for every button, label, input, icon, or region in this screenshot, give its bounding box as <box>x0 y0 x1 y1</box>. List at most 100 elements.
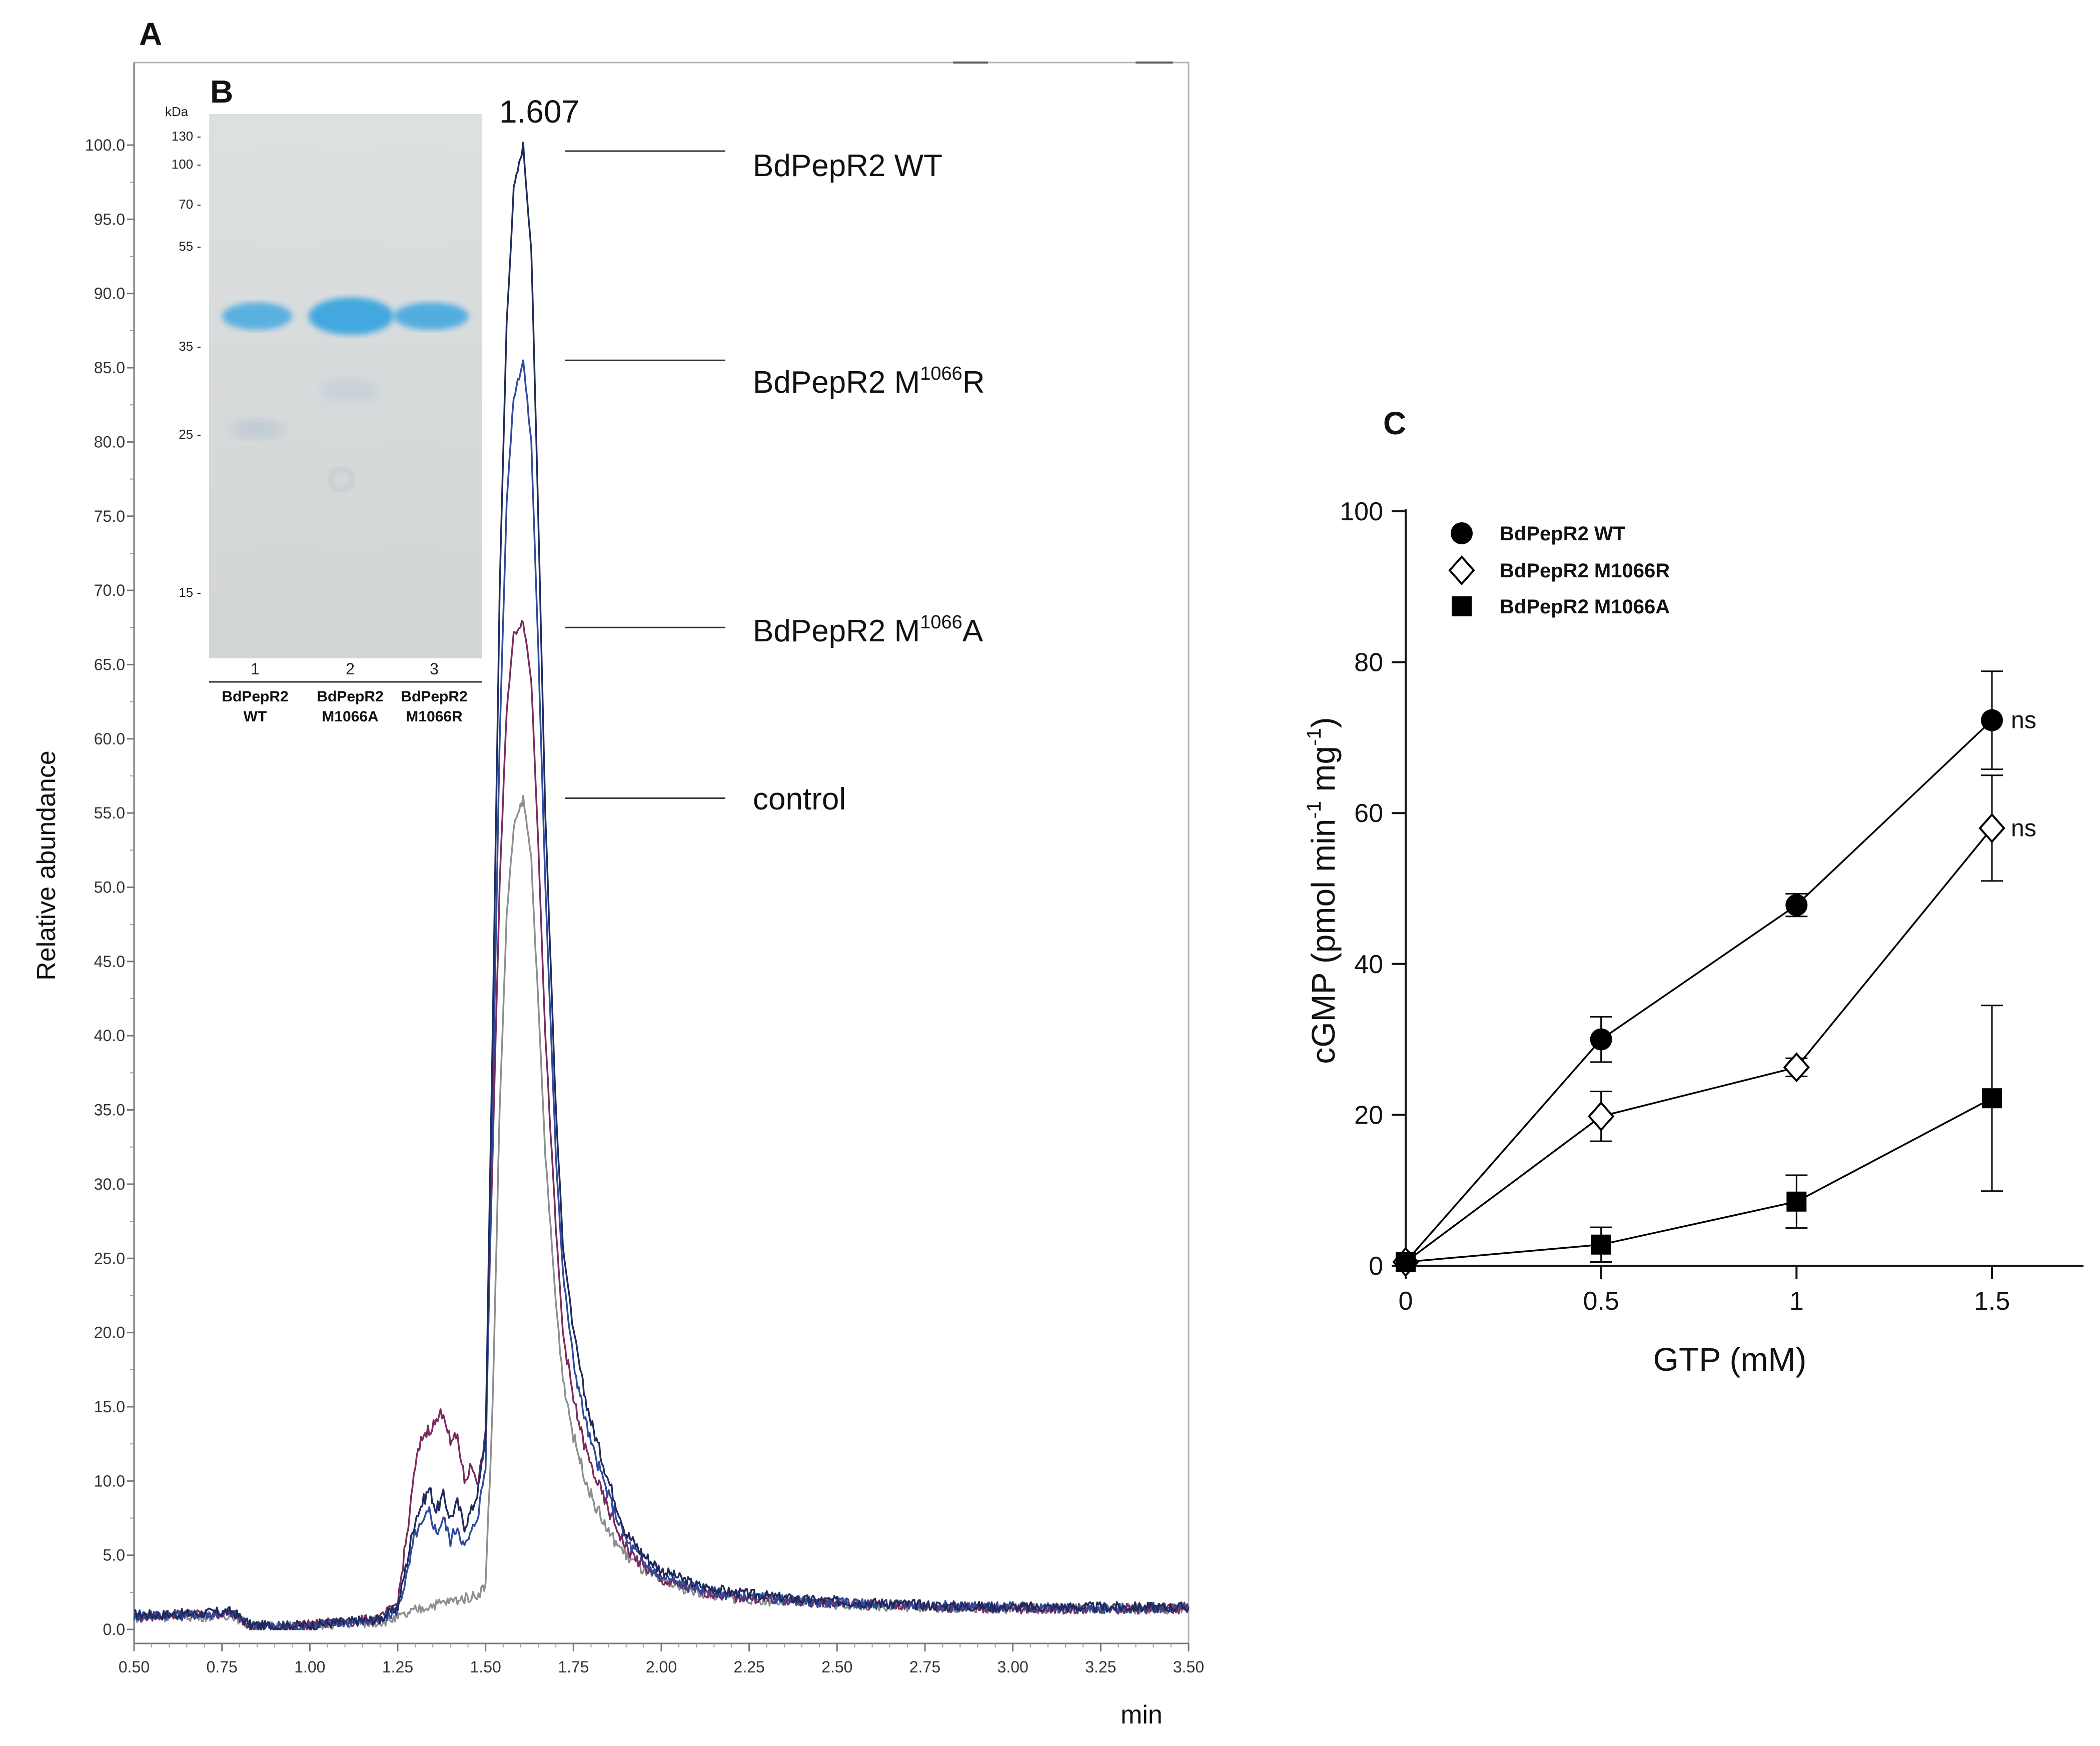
gel-lane-name-3: BdPepR2 <box>401 688 467 705</box>
gel-marker-100: 100 - <box>172 157 201 172</box>
y-tick-label: 25.0 <box>94 1249 125 1267</box>
c-point-bdpepr2-m1066a <box>1982 1088 2002 1109</box>
gel-band-lane-2 <box>309 297 394 335</box>
y-tick-label: 90.0 <box>94 285 125 303</box>
y-tick-label: 60.0 <box>94 730 125 748</box>
c-series-bdpepr2-m1066r: ns <box>1392 774 2036 1277</box>
c-point-bdpepr2-wt <box>1785 894 1808 917</box>
gel-marker-35: 35 - <box>179 339 201 354</box>
gel-lane-labels: 1 BdPepR2 WT 2 BdPepR2 M1066A 3 BdPepR2 M1066R <box>222 660 467 725</box>
c-point-bdpepr2-m1066a <box>1786 1191 1807 1212</box>
panel-c-y-title-sup1: -1 <box>1303 801 1325 819</box>
gel-marker-130: 130 - <box>172 129 201 144</box>
trace-label-m1066r: BdPepR2 M1066R <box>753 363 985 400</box>
gel-faint-band-lane-1 <box>230 419 285 439</box>
trace-bdpepr2-m1066a <box>133 620 1190 1630</box>
c-point-bdpepr2-m1066r <box>1587 1101 1615 1132</box>
trace-bdpepr2-wt <box>134 142 1190 1630</box>
y-tick-label: 65.0 <box>94 655 125 673</box>
panel-c-x-axis-title: GTP (mM) <box>1653 1341 1807 1378</box>
panel-c-y-title-end: ) <box>1305 717 1342 728</box>
panel-c-y-title-main: cGMP (pmol min <box>1305 818 1342 1064</box>
gel-lane-number-3: 3 <box>430 660 439 678</box>
y-tick-label: 55.0 <box>94 804 125 822</box>
legend-marker-bdpepr2-m1066a <box>1452 596 1472 616</box>
c-y-tick-label: 20 <box>1354 1101 1383 1130</box>
trace-label-wt: BdPepR2 WT <box>753 149 942 183</box>
gel-kda-label: kDa <box>165 104 189 119</box>
trace-label-control-text: control <box>753 782 846 816</box>
c-line-bdpepr2-wt <box>1405 719 1993 1263</box>
panel-a: A 0.0 5.0 10.0 15.0 20.0 25.0 30.0 35.0 40.0 45.0… <box>32 16 1204 1729</box>
c-y-tick-label: 0 <box>1369 1252 1383 1281</box>
panel-c-y-title-sup2: -1 <box>1303 728 1325 746</box>
trace-label-control: control <box>753 782 846 816</box>
gel-lane-number-2: 2 <box>346 660 355 678</box>
gel-lane-variant-1: WT <box>244 708 267 725</box>
panel-c-legend: BdPepR2 WT BdPepR2 M1066R BdPepR2 M1066A <box>1448 522 1670 618</box>
y-tick-label: 30.0 <box>94 1175 125 1193</box>
x-tick-label: 0.50 <box>119 1658 150 1676</box>
panel-a-x-axis: 0.50 0.75 1.00 1.25 1.50 1.75 2.00 2.25 2.50 2.75… <box>119 1642 1204 1676</box>
panel-a-x-axis-title: min <box>1121 1700 1163 1729</box>
panel-c-y-axis-title: cGMP (pmol min-1 mg-1) <box>1303 717 1342 1064</box>
gel-marker-15: 15 - <box>179 585 201 600</box>
gel-marker-70: 70 - <box>179 197 201 212</box>
x-tick-label: 3.25 <box>1085 1658 1116 1676</box>
gel-marker-55: 55 - <box>179 239 201 254</box>
c-point-bdpepr2-wt <box>1590 1028 1612 1051</box>
c-y-tick-label: 40 <box>1354 950 1383 979</box>
trace-control <box>134 794 1190 1630</box>
panel-a-y-axis: 0.0 5.0 10.0 15.0 20.0 25.0 30.0 35.0 40.0 45.0 50… <box>85 63 135 1643</box>
c-point-bdpepr2-m1066a <box>1396 1252 1416 1272</box>
gel-lane-variant-3: M1066R <box>406 708 463 725</box>
panel-a-label-lines <box>565 150 725 799</box>
y-tick-label: 95.0 <box>94 210 125 228</box>
c-x-tick-label: 0 <box>1399 1287 1413 1316</box>
gel-lane-number-1: 1 <box>251 660 260 678</box>
y-tick-label: 45.0 <box>94 953 125 971</box>
panel-b: B kDa 130 - 100 - 70 - 55 - 35 - 25 - 15 - 1 Bd… <box>165 74 482 725</box>
c-x-tick-label: 0.5 <box>1583 1287 1619 1316</box>
trace-bdpepr2-m1066r <box>133 359 1190 1630</box>
gel-marker-25: 25 - <box>179 427 201 442</box>
peak-retention-label: 1.607 <box>499 94 579 130</box>
gel-marker-ladder: 130 - 100 - 70 - 55 - 35 - 25 - 15 - <box>172 129 201 600</box>
gel-lane-name-1: BdPepR2 <box>222 688 288 705</box>
trace-label-m1066a: BdPepR2 M1066A <box>753 612 983 648</box>
c-line-bdpepr2-m1066r <box>1405 827 1993 1263</box>
c-y-tick-label: 60 <box>1354 799 1383 828</box>
x-tick-label: 3.50 <box>1173 1658 1204 1676</box>
gel-bands <box>222 297 469 491</box>
legend-label-bdpepr2-m1066r: BdPepR2 M1066R <box>1500 560 1670 582</box>
panel-b-letter: B <box>210 74 233 110</box>
panel-c-series: ns ns <box>1392 670 2036 1277</box>
y-tick-label: 100.0 <box>85 136 125 154</box>
panel-c-y-title-mid: mg <box>1305 746 1342 801</box>
gel-artifact-spot <box>329 467 353 491</box>
x-tick-label: 0.75 <box>207 1658 238 1676</box>
x-tick-label: 2.50 <box>821 1658 852 1676</box>
trace-label-m1066a-tail: A <box>962 614 983 648</box>
panel-a-traces <box>133 142 1190 1630</box>
x-tick-label: 2.00 <box>646 1658 677 1676</box>
c-series-bdpepr2-m1066a <box>1396 1005 2003 1272</box>
y-tick-label: 40.0 <box>94 1027 125 1045</box>
legend-marker-bdpepr2-m1066r <box>1448 555 1475 586</box>
panel-c-axes: 0 20 40 60 80 100 0 0.5 1 1.5 <box>1340 497 2083 1316</box>
x-tick-label: 2.75 <box>909 1658 940 1676</box>
gel-lane-variant-2: M1066A <box>322 708 378 725</box>
y-tick-label: 35.0 <box>94 1101 125 1119</box>
x-tick-label: 2.25 <box>734 1658 765 1676</box>
trace-label-m1066a-main: BdPepR2 M <box>753 614 920 648</box>
y-tick-label: 75.0 <box>94 507 125 525</box>
c-line-bdpepr2-m1066a <box>1405 1097 1992 1263</box>
c-series-bdpepr2-wt: ns <box>1395 670 2036 1273</box>
y-tick-label: 85.0 <box>94 359 125 377</box>
panel-c-letter: C <box>1383 405 1406 441</box>
y-tick-label: 5.0 <box>103 1546 125 1564</box>
trace-label-m1066r-sup: 1066 <box>920 363 962 384</box>
c-y-tick-label: 80 <box>1354 648 1383 677</box>
x-tick-label: 1.75 <box>558 1658 589 1676</box>
x-tick-label: 1.25 <box>382 1658 413 1676</box>
